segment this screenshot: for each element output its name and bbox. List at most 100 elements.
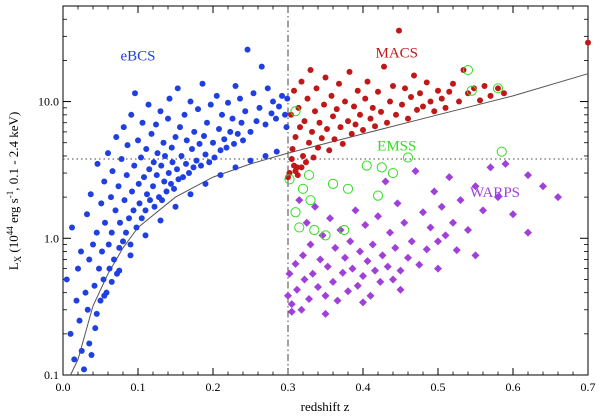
point-warps bbox=[311, 202, 319, 211]
point-macs bbox=[417, 90, 423, 97]
point-warps bbox=[341, 253, 349, 262]
point-ebcs bbox=[126, 215, 132, 222]
point-warps bbox=[411, 167, 420, 176]
point-ebcs bbox=[202, 180, 209, 187]
point-macs bbox=[345, 118, 351, 125]
point-ebcs bbox=[161, 178, 168, 185]
point-ebcs bbox=[183, 137, 190, 144]
point-macs bbox=[495, 85, 501, 92]
point-warps bbox=[464, 225, 472, 234]
point-warps bbox=[441, 231, 450, 240]
point-macs bbox=[309, 128, 315, 135]
point-macs bbox=[316, 119, 323, 126]
point-warps bbox=[434, 264, 442, 273]
point-ebcs bbox=[217, 147, 224, 154]
label-emss: EMSS bbox=[377, 138, 416, 154]
point-warps bbox=[524, 171, 532, 180]
point-ebcs bbox=[124, 142, 131, 149]
point-ebcs bbox=[113, 134, 120, 141]
point-warps bbox=[333, 296, 342, 305]
point-ebcs bbox=[102, 219, 108, 226]
point-ebcs bbox=[88, 352, 95, 359]
point-ebcs bbox=[217, 172, 224, 179]
point-ebcs bbox=[189, 145, 195, 152]
point-macs bbox=[446, 88, 453, 95]
point-ebcs bbox=[136, 200, 143, 207]
point-macs bbox=[431, 108, 438, 115]
series-emss bbox=[284, 64, 507, 241]
point-ebcs bbox=[96, 265, 102, 272]
point-emss bbox=[462, 64, 474, 76]
point-warps bbox=[356, 247, 364, 256]
point-macs bbox=[477, 97, 483, 104]
point-macs bbox=[346, 68, 353, 75]
point-macs bbox=[310, 154, 317, 161]
point-macs bbox=[402, 85, 408, 92]
point-ebcs bbox=[67, 330, 74, 337]
point-warps bbox=[363, 257, 372, 266]
point-macs bbox=[306, 139, 312, 146]
point-ebcs bbox=[225, 99, 231, 106]
point-ebcs bbox=[187, 98, 194, 105]
point-ebcs bbox=[97, 297, 104, 304]
point-ebcs bbox=[163, 188, 170, 195]
point-macs bbox=[369, 104, 376, 111]
point-ebcs bbox=[240, 137, 246, 144]
point-ebcs bbox=[135, 180, 142, 187]
point-macs bbox=[438, 95, 445, 102]
point-ebcs bbox=[100, 276, 107, 283]
point-ebcs bbox=[121, 197, 128, 204]
point-macs bbox=[288, 111, 294, 118]
point-ebcs bbox=[138, 215, 145, 222]
point-warps bbox=[524, 228, 532, 237]
point-warps bbox=[452, 246, 461, 255]
point-warps bbox=[378, 251, 387, 260]
point-warps bbox=[361, 221, 370, 230]
point-macs bbox=[333, 106, 340, 113]
point-ebcs bbox=[162, 152, 168, 159]
point-warps bbox=[415, 260, 424, 269]
point-macs bbox=[304, 95, 311, 102]
point-macs bbox=[435, 87, 441, 94]
point-ebcs bbox=[145, 101, 152, 108]
point-macs bbox=[387, 98, 393, 105]
point-warps bbox=[396, 266, 405, 275]
point-emss bbox=[284, 174, 295, 185]
point-ebcs bbox=[84, 211, 90, 218]
point-warps bbox=[471, 251, 480, 260]
point-ebcs bbox=[105, 150, 111, 157]
x-tick-label: 0.5 bbox=[431, 380, 446, 394]
point-ebcs bbox=[273, 148, 280, 155]
point-warps bbox=[287, 307, 296, 316]
point-ebcs bbox=[178, 152, 185, 159]
point-warps bbox=[471, 182, 480, 191]
point-warps bbox=[344, 287, 352, 296]
point-ebcs bbox=[82, 289, 89, 296]
point-warps bbox=[386, 228, 394, 237]
point-ebcs bbox=[153, 121, 159, 128]
point-macs bbox=[288, 156, 295, 163]
point-emss bbox=[339, 224, 350, 236]
point-macs bbox=[427, 98, 434, 105]
point-ebcs bbox=[284, 95, 291, 102]
point-macs bbox=[352, 121, 359, 128]
point-emss bbox=[466, 85, 477, 96]
point-emss bbox=[376, 162, 387, 173]
point-ebcs bbox=[75, 265, 81, 272]
point-ebcs bbox=[168, 180, 174, 187]
point-ebcs bbox=[282, 111, 288, 118]
x-tick-label: 0.6 bbox=[506, 380, 521, 394]
point-warps bbox=[346, 237, 355, 246]
point-macs bbox=[326, 147, 333, 154]
point-macs bbox=[390, 82, 396, 89]
point-warps bbox=[359, 298, 367, 307]
point-macs bbox=[312, 108, 318, 115]
point-warps bbox=[479, 206, 487, 215]
point-ebcs bbox=[165, 115, 171, 122]
point-ebcs bbox=[142, 207, 149, 214]
point-warps bbox=[368, 240, 377, 249]
point-ebcs bbox=[237, 95, 243, 102]
point-macs bbox=[408, 93, 414, 100]
point-ebcs bbox=[81, 366, 87, 373]
point-ebcs bbox=[157, 217, 164, 224]
